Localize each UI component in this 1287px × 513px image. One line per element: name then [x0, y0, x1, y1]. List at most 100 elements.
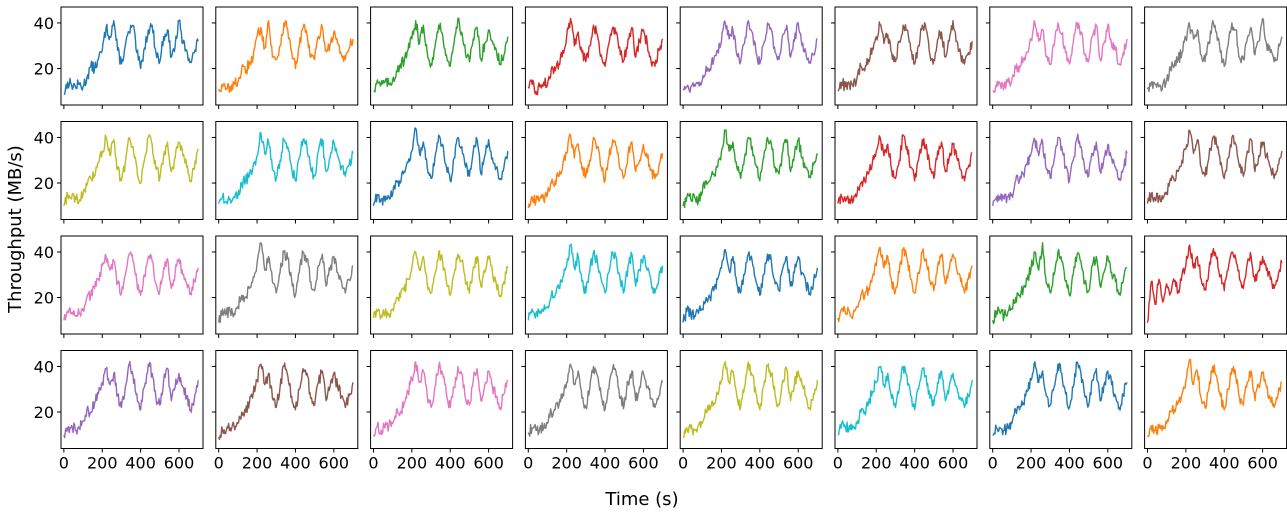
subplot-4-4: 0 200 400 600 — [521, 350, 668, 473]
axes-frame — [1144, 6, 1287, 106]
subplot-1-8 — [1140, 6, 1287, 109]
series-line — [1146, 244, 1283, 323]
subplot-3-6 — [831, 235, 978, 338]
axes-frame — [370, 350, 514, 449]
y-tick-label: 20 — [34, 60, 54, 79]
x-tick-label: 0 — [988, 454, 998, 473]
subplot-3-4 — [521, 235, 668, 338]
axes-frame — [1144, 121, 1287, 220]
x-tick-label: 600 — [628, 454, 659, 473]
subplot-3-8 — [1140, 235, 1287, 338]
x-tick-label: 200 — [1016, 454, 1047, 473]
series-line — [63, 134, 199, 207]
series-line — [218, 362, 354, 441]
subplot-4-8: 0 200 400 600 — [1140, 350, 1287, 473]
y-tick-label: 20 — [34, 289, 54, 308]
subplot-1-2 — [211, 6, 359, 109]
x-tick-label: 0 — [678, 454, 688, 473]
series-line — [682, 129, 819, 209]
x-tick-label: 0 — [523, 454, 533, 473]
x-tick-label: 0 — [833, 454, 843, 473]
series-line — [218, 131, 354, 205]
axes-frame — [834, 350, 978, 449]
x-tick-label: 600 — [164, 454, 195, 473]
axes-frame — [524, 350, 668, 449]
axes-frame — [60, 121, 204, 220]
x-tick-label: 400 — [125, 454, 156, 473]
series-line — [1146, 17, 1283, 93]
series-line — [218, 19, 354, 93]
axes-frame — [524, 6, 668, 106]
axes-frame — [215, 6, 359, 106]
subplot-4-6: 0 200 400 600 — [831, 350, 978, 473]
axes-frame — [370, 235, 514, 335]
x-tick-label: 400 — [280, 454, 311, 473]
x-tick-label: 200 — [242, 454, 273, 473]
axes-frame — [215, 235, 359, 335]
series-line — [1146, 358, 1283, 438]
x-tick-label: 600 — [938, 454, 969, 473]
axes-frame — [524, 235, 668, 335]
axes-frame — [370, 121, 514, 220]
series-line — [992, 242, 1128, 325]
series-line — [63, 251, 199, 321]
x-tick-label: 600 — [783, 454, 814, 473]
series-line — [992, 361, 1128, 436]
y-tick-label: 20 — [34, 174, 54, 193]
subplot-4-3: 0 200 400 600 — [366, 350, 514, 473]
subplot-1-4 — [521, 6, 668, 109]
x-tick-label: 0 — [368, 454, 378, 473]
axes-frame — [679, 350, 823, 449]
axes-frame — [989, 235, 1133, 335]
x-tick-label: 0 — [59, 454, 69, 473]
y-tick-label: 40 — [34, 14, 54, 33]
x-tick-label: 200 — [87, 454, 118, 473]
axes-frame — [679, 6, 823, 106]
y-tick-label: 40 — [34, 128, 54, 147]
series-line — [992, 20, 1128, 94]
series-line — [372, 250, 509, 320]
axes-frame — [215, 350, 359, 449]
series-line — [527, 17, 664, 96]
subplot-3-7 — [985, 235, 1133, 338]
axes-frame — [989, 350, 1133, 449]
series-line — [837, 134, 973, 205]
series-line — [63, 360, 199, 439]
y-tick-label: 40 — [34, 357, 54, 376]
axes-frame — [370, 6, 514, 106]
subplot-3-2 — [211, 235, 359, 338]
subplot-4-5: 0 200 400 600 — [676, 350, 823, 473]
axes-frame — [834, 6, 978, 106]
subplot-2-5 — [676, 121, 823, 224]
subplot-3-5 — [676, 235, 823, 338]
subplot-2-2 — [211, 121, 359, 224]
subplot-4-7: 0 200 400 600 — [985, 350, 1133, 473]
subplot-1-5 — [676, 6, 823, 109]
series-line — [682, 248, 819, 323]
subplot-2-6 — [831, 121, 978, 224]
subplot-1-6 — [831, 6, 978, 109]
series-line — [372, 127, 509, 206]
x-tick-label: 200 — [861, 454, 892, 473]
axes-frame — [989, 6, 1133, 106]
x-tick-label: 600 — [1093, 454, 1124, 473]
x-tick-label: 200 — [706, 454, 737, 473]
series-line — [217, 242, 354, 324]
series-line — [527, 243, 664, 321]
series-line — [373, 17, 509, 93]
x-axis-label: Time (s) — [604, 489, 678, 510]
axes-frame — [834, 121, 978, 220]
series-line — [837, 365, 973, 436]
axes-frame — [834, 235, 978, 335]
series-line — [837, 246, 973, 323]
subplot-4-2: 0 200 400 600 — [211, 350, 359, 473]
x-tick-label: 400 — [1209, 454, 1240, 473]
series-line — [837, 19, 973, 92]
series-line — [682, 19, 818, 93]
x-tick-label: 400 — [590, 454, 621, 473]
subplot-1-7 — [985, 6, 1133, 109]
